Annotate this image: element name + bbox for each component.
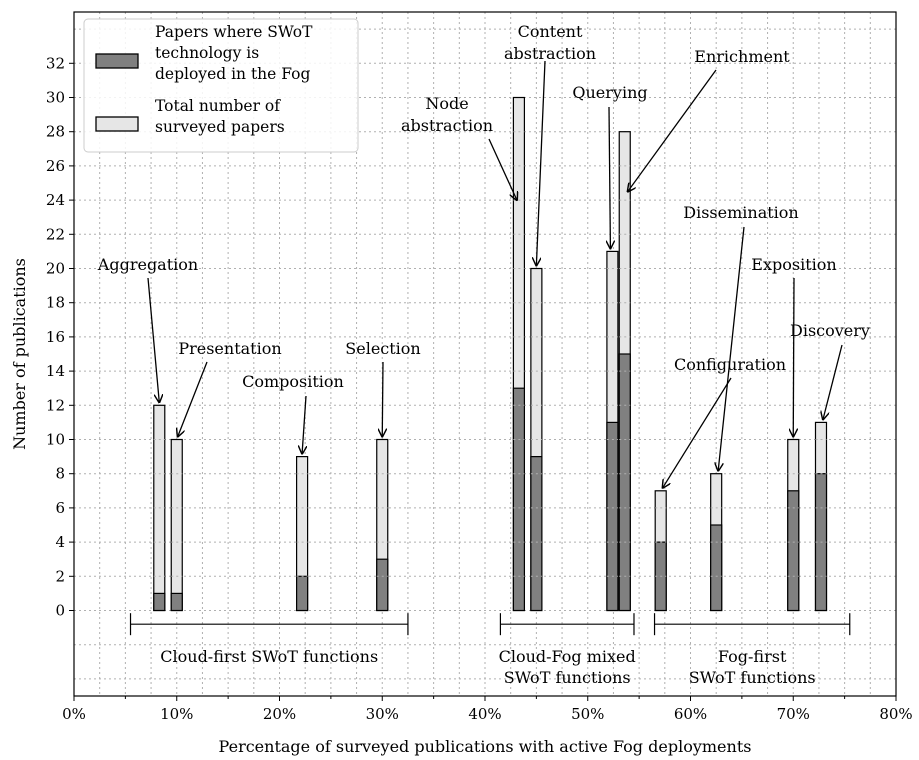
bar-fog xyxy=(512,387,526,612)
y-tick-label: 20 xyxy=(46,260,65,278)
annotation-arrow xyxy=(718,226,745,471)
x-tick-label: 20% xyxy=(263,705,296,723)
legend-label: Papers where SWoT technology is deployed i… xyxy=(155,23,313,83)
y-tick-label: 2 xyxy=(55,567,65,585)
bar-total xyxy=(170,438,183,612)
annotation-arrow xyxy=(628,69,717,192)
y-tick-label: 30 xyxy=(46,89,65,107)
annotation-arrow xyxy=(663,377,732,488)
annotation-label: Presentation xyxy=(178,339,281,358)
y-axis-title: Number of publications xyxy=(10,258,29,450)
x-tick-label: 80% xyxy=(879,705,912,723)
annotation-label: Selection xyxy=(345,339,420,358)
bar-fog xyxy=(296,575,309,612)
annotation-arrow xyxy=(823,344,843,419)
annotation-arrow xyxy=(178,361,208,437)
y-tick-label: 24 xyxy=(46,191,65,209)
x-axis: 0% 10% 20% 30% 40% 50% 60% 70% 80% xyxy=(62,696,913,723)
x-tick-label: 0% xyxy=(62,705,86,723)
annotation-label: Aggregation xyxy=(97,255,198,274)
y-tick-label: 32 xyxy=(46,54,65,72)
bar-fog xyxy=(606,421,619,612)
x-tick-label: 70% xyxy=(777,705,810,723)
annotation-arrow xyxy=(536,60,546,266)
annotation-arrow xyxy=(147,277,159,402)
annotations: Aggregation Presentation CompositionSelect… xyxy=(97,22,870,488)
bar-fog xyxy=(170,592,183,612)
y-tick-label: 8 xyxy=(55,465,65,483)
annotation-label: Node abstraction xyxy=(401,94,493,135)
annotation-label: Content abstraction xyxy=(504,22,596,63)
x-tick-label: 40% xyxy=(468,705,501,723)
group-label: Fog-first SWoT functions xyxy=(689,647,816,687)
bar-fog xyxy=(710,524,723,612)
legend: Papers where SWoT technology is deployed i… xyxy=(83,18,359,153)
group-brackets: Cloud-first SWoT functions Cloud-Fog mixe… xyxy=(129,613,851,687)
y-tick-label: 10 xyxy=(46,431,65,449)
y-tick-label: 12 xyxy=(46,396,65,414)
legend-swatch xyxy=(95,53,139,69)
annotation-arrow xyxy=(488,138,517,200)
x-tick-label: 10% xyxy=(160,705,193,723)
y-tick-label: 14 xyxy=(46,362,65,380)
annotation-arrow xyxy=(382,361,383,437)
annotation-arrow xyxy=(302,395,306,454)
x-tick-label: 50% xyxy=(571,705,604,723)
x-tick-label: 30% xyxy=(366,705,399,723)
bar-fog xyxy=(153,592,166,612)
annotation-label: Composition xyxy=(242,372,344,391)
y-tick-label: 28 xyxy=(46,123,65,141)
annotation-label: Exposition xyxy=(751,255,836,274)
group-label: Cloud-first SWoT functions xyxy=(160,647,378,666)
bar-fog xyxy=(530,456,543,612)
y-tick-label: 4 xyxy=(55,533,65,551)
annotation-label: Querying xyxy=(572,83,647,102)
legend-box xyxy=(83,18,359,153)
x-tick-label: 60% xyxy=(674,705,707,723)
legend-label: Total number of surveyed papers xyxy=(155,97,285,136)
bar-fog xyxy=(376,558,389,612)
y-tick-label: 16 xyxy=(46,328,65,346)
group-label: Cloud-Fog mixed SWoT functions xyxy=(499,647,636,687)
annotation-arrow xyxy=(609,106,610,248)
y-tick-label: 6 xyxy=(55,499,65,517)
annotation-label: Enrichment xyxy=(694,47,790,66)
y-tick-label: 26 xyxy=(46,157,65,175)
y-tick-label: 22 xyxy=(46,225,65,243)
x-axis-title: Percentage of surveyed publications with… xyxy=(219,737,752,756)
annotation-label: Discovery xyxy=(790,321,870,340)
bars xyxy=(153,96,828,612)
legend-swatch xyxy=(95,116,139,132)
annotation-arrow xyxy=(793,277,794,437)
y-tick-label: 0 xyxy=(55,602,65,620)
bar-fog xyxy=(787,490,800,612)
y-tick-label: 18 xyxy=(46,294,65,312)
bar-fog xyxy=(618,353,631,612)
annotation-label: Dissemination xyxy=(683,203,798,222)
